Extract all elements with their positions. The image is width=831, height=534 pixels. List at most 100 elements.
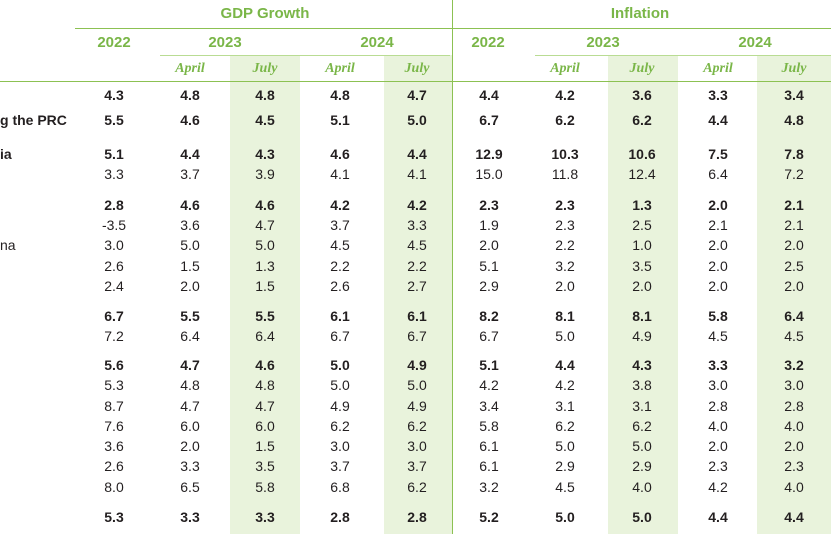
table-cell: 4.1 xyxy=(330,166,350,182)
table-cell: 4.1 xyxy=(407,166,427,182)
table-cell: 2.0 xyxy=(708,438,728,454)
header-rule-years-2 xyxy=(535,55,831,56)
table-cell: 2.2 xyxy=(407,258,427,274)
july-band-inf-2023 xyxy=(608,55,678,534)
table-cell: 5.8 xyxy=(255,479,275,495)
table-cell: 2.2 xyxy=(555,237,575,253)
table-cell: 4.5 xyxy=(784,328,804,344)
table-cell: 3.2 xyxy=(479,479,499,495)
table-cell: 4.8 xyxy=(330,87,350,103)
table-cell: 4.0 xyxy=(784,418,804,434)
table-cell: 3.3 xyxy=(708,87,728,103)
table-cell: 3.7 xyxy=(330,217,350,233)
table-cell: 2.0 xyxy=(708,278,728,294)
table-cell: 4.2 xyxy=(330,197,350,213)
table-cell: 2.5 xyxy=(632,217,652,233)
table-cell: 3.6 xyxy=(632,87,652,103)
year-heading: 2023 xyxy=(208,34,242,51)
table-cell: 3.3 xyxy=(255,509,275,525)
table-cell: 4.2 xyxy=(555,377,575,393)
table-cell: 6.4 xyxy=(784,308,804,324)
table-cell: 4.4 xyxy=(180,146,200,162)
table-cell: 4.0 xyxy=(632,479,652,495)
header-rule-bottom xyxy=(0,81,831,82)
table-cell: 1.0 xyxy=(632,237,652,253)
table-cell: 1.9 xyxy=(479,217,499,233)
table-cell: 5.0 xyxy=(330,377,350,393)
table-cell: 5.6 xyxy=(104,357,124,373)
table-cell: -3.5 xyxy=(101,217,127,233)
group-divider xyxy=(452,0,453,534)
table-cell: 2.0 xyxy=(708,237,728,253)
table-cell: 4.2 xyxy=(479,377,499,393)
table-cell: 6.2 xyxy=(555,418,575,434)
table-cell: 4.8 xyxy=(180,87,200,103)
table-cell: 5.5 xyxy=(180,308,200,324)
table-cell: 5.5 xyxy=(104,112,124,128)
table-cell: 4.3 xyxy=(104,87,124,103)
table-cell: 3.6 xyxy=(180,217,200,233)
table-cell: 12.9 xyxy=(475,146,503,162)
table-cell: 2.4 xyxy=(104,278,124,294)
table-cell: 3.1 xyxy=(632,398,652,414)
table-cell: 8.1 xyxy=(555,308,575,324)
table-cell: 6.0 xyxy=(255,418,275,434)
subhead-april: April xyxy=(175,61,205,76)
table-cell: 4.5 xyxy=(555,479,575,495)
table-cell: 5.5 xyxy=(255,308,275,324)
table-cell: 5.0 xyxy=(632,438,652,454)
table-cell: 4.4 xyxy=(784,509,804,525)
table-cell: 4.5 xyxy=(330,237,350,253)
subhead-april: April xyxy=(703,61,733,76)
table-cell: 3.7 xyxy=(330,458,350,474)
table-cell: 3.0 xyxy=(104,237,124,253)
table-cell: 5.0 xyxy=(180,237,200,253)
table-cell: 2.3 xyxy=(708,458,728,474)
table-cell: 6.2 xyxy=(632,112,652,128)
row-label: ia xyxy=(0,146,12,162)
table-cell: 4.0 xyxy=(784,479,804,495)
table-cell: 5.1 xyxy=(479,357,499,373)
table-cell: 6.1 xyxy=(407,308,427,324)
table-cell: 7.2 xyxy=(784,166,804,182)
table-cell: 5.0 xyxy=(555,328,575,344)
table-cell: 4.9 xyxy=(407,357,427,373)
table-cell: 2.5 xyxy=(784,258,804,274)
table-cell: 2.0 xyxy=(180,278,200,294)
table-cell: 1.5 xyxy=(255,278,275,294)
group-inflation: Inflation xyxy=(610,5,670,22)
subhead-july: July xyxy=(781,61,807,76)
table-cell: 4.0 xyxy=(708,418,728,434)
table-cell: 4.6 xyxy=(330,146,350,162)
table-cell: 6.7 xyxy=(330,328,350,344)
table-cell: 6.4 xyxy=(708,166,728,182)
year-heading: 2024 xyxy=(360,34,394,51)
table-cell: 4.6 xyxy=(255,357,275,373)
table-cell: 7.2 xyxy=(104,328,124,344)
table-cell: 10.3 xyxy=(551,146,579,162)
table-cell: 2.0 xyxy=(784,278,804,294)
table-cell: 6.2 xyxy=(632,418,652,434)
table-cell: 4.4 xyxy=(479,87,499,103)
table-cell: 6.2 xyxy=(407,418,427,434)
table-cell: 6.4 xyxy=(255,328,275,344)
table-cell: 3.0 xyxy=(330,438,350,454)
table-cell: 1.3 xyxy=(632,197,652,213)
table-cell: 3.0 xyxy=(784,377,804,393)
subhead-april: April xyxy=(325,61,355,76)
table-cell: 3.3 xyxy=(180,458,200,474)
table-cell: 6.1 xyxy=(330,308,350,324)
table-cell: 15.0 xyxy=(475,166,503,182)
table-cell: 8.1 xyxy=(632,308,652,324)
table-cell: 3.4 xyxy=(479,398,499,414)
table-cell: 4.8 xyxy=(784,112,804,128)
july-band-gdp-2024 xyxy=(384,55,452,534)
table-cell: 2.3 xyxy=(784,458,804,474)
table-cell: 4.4 xyxy=(708,112,728,128)
table-cell: 5.1 xyxy=(330,112,350,128)
table-cell: 2.0 xyxy=(555,278,575,294)
table-cell: 5.0 xyxy=(555,509,575,525)
table-cell: 4.6 xyxy=(180,112,200,128)
table-cell: 4.4 xyxy=(555,357,575,373)
